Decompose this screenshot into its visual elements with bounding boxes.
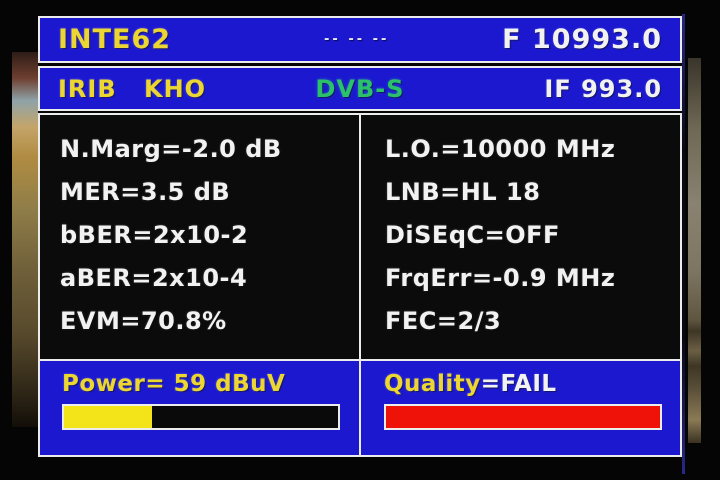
satellite-name: INTE62 [58,24,172,55]
setting-fec: FEC=2/3 [385,307,502,335]
power-label: Power= 59 dBuV [62,371,286,397]
quality-bar-fill [386,406,660,428]
power-meter: Power= 59 dBuV [40,361,361,455]
background-video-left [12,52,38,427]
setting-diseqc: DiSEqC=OFF [385,221,560,249]
signal-standard: DVB-S [315,74,405,103]
measurement-bber: bBER=2x10-2 [60,221,249,249]
quality-label: Quality=FAIL [384,371,680,397]
settings-column-right: L.O.=10000 MHz LNB=HL 18 DiSEqC=OFF FrqE… [361,115,680,359]
quality-meter: Quality=FAIL [361,361,680,455]
measurement-evm: EVM=70.8% [60,307,227,335]
setting-frqerr: FrqErr=-0.9 MHz [385,264,616,292]
background-video-right [688,58,701,443]
panel-edge-fringe [682,14,685,474]
frequency-readout: F 10993.0 [502,24,662,55]
info-bar: IRIB KHO DVB-S IF 993.0 [38,66,682,111]
quality-label-key: Quality [384,371,481,397]
quality-label-value: =FAIL [480,371,557,397]
setting-lo: L.O.=10000 MHz [385,135,616,163]
separator-dashes: -- -- -- [324,32,390,47]
meter-panel: INTE62 -- -- -- F 10993.0 IRIB KHO DVB-S… [38,16,682,457]
measurements-column-left: N.Marg=-2.0 dB MER=3.5 dB bBER=2x10-2 aB… [40,115,361,359]
quality-bar [384,404,662,430]
measurement-nmarg: N.Marg=-2.0 dB [60,135,282,163]
if-frequency-readout: IF 993.0 [544,74,663,103]
setting-lnb: LNB=HL 18 [385,178,541,206]
measurement-mer: MER=3.5 dB [60,178,231,206]
measurements-area: N.Marg=-2.0 dB MER=3.5 dB bBER=2x10-2 aB… [40,115,680,359]
power-bar-fill [64,406,152,428]
measurement-aber: aBER=2x10-4 [60,264,248,292]
vertical-divider [359,115,361,455]
provider-name: IRIB KHO [58,74,207,103]
measurements-box: N.Marg=-2.0 dB MER=3.5 dB bBER=2x10-2 aB… [38,113,682,457]
power-bar [62,404,340,430]
top-bar: INTE62 -- -- -- F 10993.0 [38,16,682,63]
